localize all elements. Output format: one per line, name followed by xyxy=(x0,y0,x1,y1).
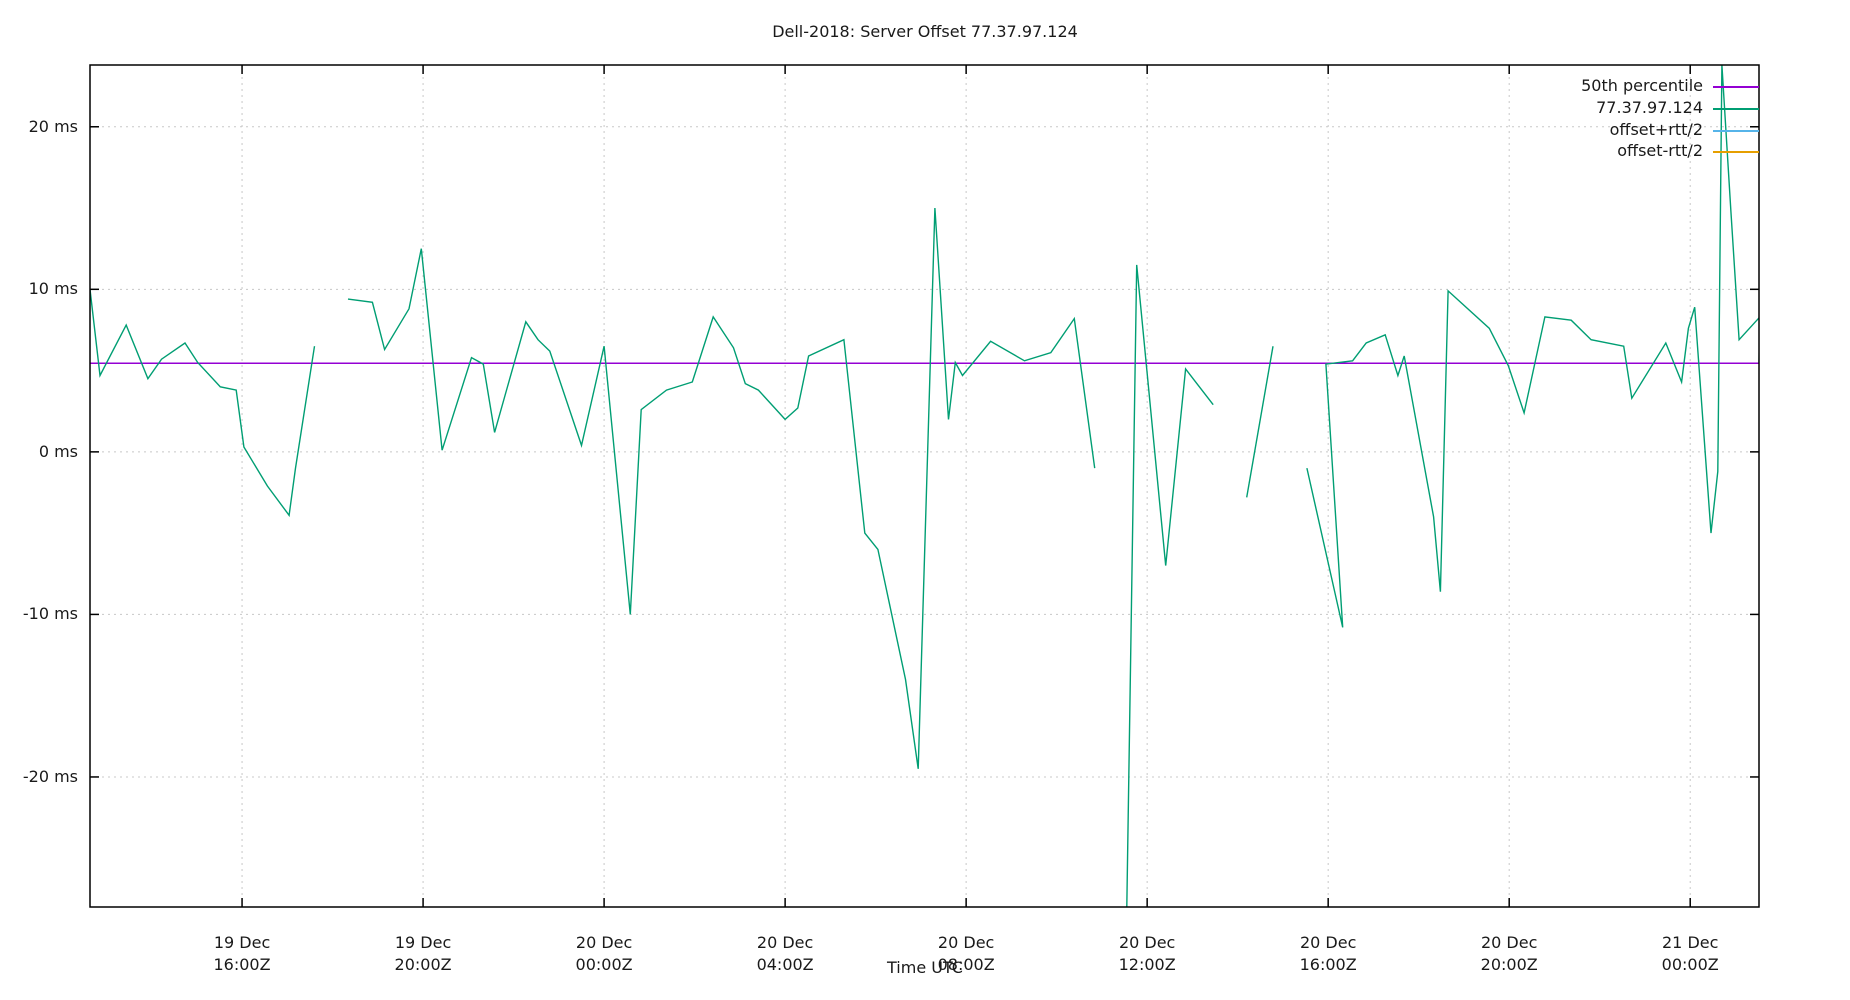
x-axis-title: Time UTC xyxy=(887,958,963,977)
chart-title: Dell-2018: Server Offset 77.37.97.124 xyxy=(772,22,1078,41)
x-tick-label: 20 Dec 12:00Z xyxy=(1118,933,1176,974)
x-tick-label: 21 Dec 00:00Z xyxy=(1661,933,1719,974)
legend-swatch-purple xyxy=(1713,86,1759,88)
x-tick-label: 20 Dec 20:00Z xyxy=(1480,933,1538,974)
x-tick-label: 20 Dec 08:00Z xyxy=(937,933,995,974)
y-tick-label: -20 ms xyxy=(22,766,78,786)
y-tick-label: -10 ms xyxy=(22,604,78,624)
x-tick-label: 20 Dec 00:00Z xyxy=(575,933,633,974)
y-tick-label: 10 ms xyxy=(28,279,78,299)
legend-item-offset-minus-rtt: offset-rtt/2 xyxy=(59,141,1759,163)
plot-frame xyxy=(89,64,1760,908)
y-tick-label: 20 ms xyxy=(28,116,78,136)
series-layer xyxy=(90,65,1759,907)
legend-item-offset-plus-rtt: offset+rtt/2 xyxy=(59,120,1759,142)
legend-swatch-green xyxy=(1713,108,1759,110)
legend-label: offset-rtt/2 xyxy=(1617,141,1703,160)
offset-series-line xyxy=(347,207,1096,769)
x-tick-label: 19 Dec 16:00Z xyxy=(213,933,271,974)
axis-ticks xyxy=(90,65,1759,907)
legend-swatch-orange xyxy=(1713,151,1759,153)
offset-series-line xyxy=(1246,346,1274,498)
legend-label: 50th percentile xyxy=(1581,76,1703,95)
x-tick-label: 20 Dec 04:00Z xyxy=(756,933,814,974)
legend-label: offset+rtt/2 xyxy=(1609,120,1703,139)
x-tick-label: 19 Dec 20:00Z xyxy=(394,933,452,974)
y-tick-label: 0 ms xyxy=(38,441,78,461)
legend-label: 77.37.97.124 xyxy=(1596,98,1703,117)
legend-swatch-blue xyxy=(1713,130,1759,132)
offset-series-line xyxy=(1306,65,1759,628)
offset-series-line xyxy=(90,289,316,518)
grid-lines xyxy=(90,65,1759,907)
x-tick-label: 20 Dec 16:00Z xyxy=(1299,933,1357,974)
offset-series-line xyxy=(1126,264,1214,907)
legend-item-50th-percentile: 50th percentile xyxy=(59,76,1759,98)
legend-item-server: 77.37.97.124 xyxy=(59,98,1759,120)
